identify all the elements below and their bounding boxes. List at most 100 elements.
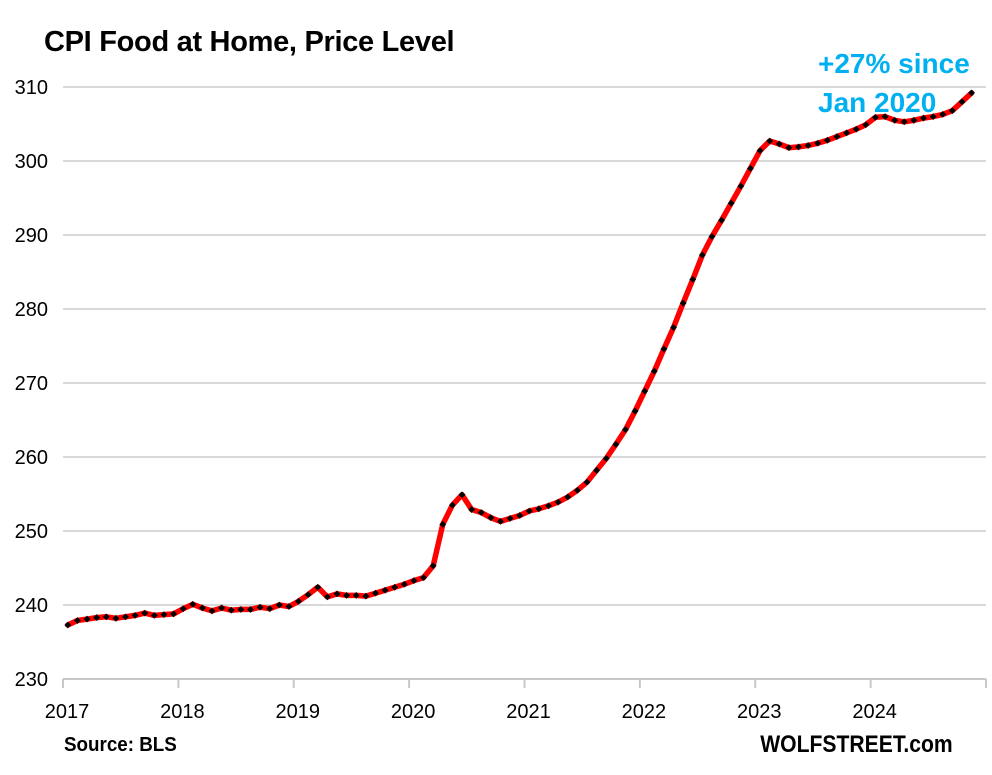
data-point-marker: [448, 501, 456, 509]
data-point-marker: [237, 606, 245, 613]
data-point-marker: [285, 603, 293, 610]
data-point-marker: [410, 577, 418, 584]
x-tick-label: 2019: [276, 701, 321, 723]
data-point-marker: [141, 609, 149, 617]
data-point-marker: [506, 515, 514, 522]
x-tick-label: 2021: [506, 701, 551, 723]
wolfstreet-logo-text: WOLFSTREET.com: [760, 731, 953, 758]
data-point-marker: [102, 613, 110, 621]
data-point-marker: [516, 512, 524, 519]
data-point-marker: [400, 580, 408, 588]
data-point-marker: [881, 113, 889, 120]
data-point-marker: [487, 514, 495, 522]
data-point-marker: [324, 593, 331, 601]
data-point-marker: [843, 129, 850, 137]
y-tick-label: 310: [15, 77, 48, 99]
data-point-marker: [766, 137, 774, 145]
data-point-marker: [660, 345, 668, 353]
data-point-marker: [747, 165, 754, 172]
data-point-marker: [497, 517, 504, 525]
data-point-marker: [83, 615, 91, 623]
annotation-line1: +27% since: [818, 48, 970, 79]
data-point-marker: [814, 139, 822, 147]
data-point-marker: [179, 605, 187, 613]
data-point-marker: [170, 610, 177, 618]
x-tick-label: 2018: [160, 701, 205, 723]
y-tick-label: 270: [15, 373, 48, 395]
data-point-marker: [900, 118, 908, 126]
data-point-marker: [247, 606, 254, 613]
data-point-marker: [622, 426, 629, 434]
data-point-marker: [929, 113, 937, 120]
data-point-marker: [160, 611, 168, 619]
data-point-marker: [391, 583, 399, 591]
y-tick-label: 300: [15, 151, 48, 173]
x-tick-label: 2023: [737, 701, 782, 723]
axis-layer: [62, 678, 987, 688]
data-point-marker: [862, 121, 870, 129]
data-point-marker: [208, 607, 216, 615]
data-point-marker: [275, 601, 283, 609]
data-point-marker: [304, 591, 312, 599]
data-point-marker: [295, 597, 302, 605]
data-point-marker: [131, 611, 139, 619]
data-point-marker: [439, 520, 447, 528]
price-line: [65, 90, 975, 628]
data-point-marker: [602, 455, 610, 462]
x-tick-label: 2020: [391, 701, 436, 723]
annotation-pct-change: +27% since Jan 2020: [818, 44, 970, 122]
data-point-marker: [343, 591, 351, 599]
data-point-marker: [612, 441, 620, 448]
data-point-marker: [362, 592, 370, 600]
y-tick-label: 260: [15, 447, 48, 469]
data-point-marker: [920, 114, 927, 122]
data-point-marker: [583, 478, 591, 486]
data-point-marker: [256, 603, 264, 611]
data-point-marker: [727, 199, 735, 207]
data-point-marker: [708, 233, 716, 240]
data-point-marker: [372, 589, 379, 597]
data-point-marker: [631, 407, 639, 415]
y-tick-label: 230: [15, 669, 48, 691]
data-point-marker: [112, 614, 120, 622]
data-point-marker: [458, 491, 466, 499]
data-point-marker: [804, 142, 812, 149]
data-point-marker: [199, 604, 206, 612]
axis-labels-layer: 230 240 250 260 270 280 290 300 310 2017 2018 2019 2…: [15, 77, 897, 723]
data-point-marker: [227, 606, 235, 614]
data-point-marker: [420, 574, 427, 582]
data-point-marker: [573, 486, 581, 494]
price-line-layer: [64, 89, 975, 629]
data-point-marker: [189, 600, 197, 608]
data-point-marker: [891, 116, 899, 124]
data-point-marker: [122, 613, 129, 621]
data-point-marker: [698, 251, 706, 259]
y-tick-label: 250: [15, 521, 48, 543]
data-point-marker: [833, 133, 841, 140]
data-point-marker: [468, 506, 476, 513]
source-note: Source: BLS: [64, 734, 177, 756]
data-point-marker: [910, 116, 918, 124]
data-point-marker: [650, 367, 658, 375]
data-point-marker: [679, 299, 687, 307]
data-point-marker: [525, 507, 533, 515]
data-point-marker: [670, 324, 677, 331]
data-point-marker: [93, 614, 101, 621]
data-point-marker: [150, 611, 158, 619]
data-point-marker: [756, 147, 764, 155]
data-point-marker: [554, 498, 562, 506]
data-point-marker: [785, 144, 793, 152]
x-tick-label: 2017: [45, 701, 90, 723]
data-point-marker: [429, 562, 437, 570]
data-point-marker: [795, 143, 802, 151]
y-tick-label: 240: [15, 595, 48, 617]
data-point-marker: [641, 387, 649, 395]
data-point-marker: [958, 98, 966, 106]
data-point-marker: [314, 583, 322, 591]
annotation-line2: Jan 2020: [818, 87, 937, 118]
data-point-marker: [968, 89, 975, 97]
data-point-marker: [852, 125, 860, 133]
data-point-marker: [593, 466, 601, 474]
